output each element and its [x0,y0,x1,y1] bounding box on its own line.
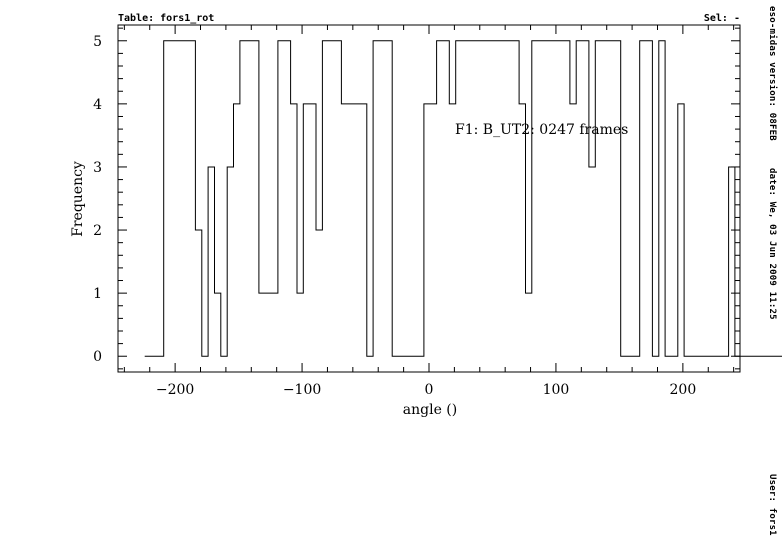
date-label: date: We, 03 Jun 2009 11:25 [767,168,777,320]
version-label: eso-midas version: 08FEB [767,6,777,141]
plot-frame [117,24,741,373]
x-tick-label: −100 [283,382,321,398]
y-tick-label: 1 [93,286,102,302]
x-axis-label: angle () [403,402,457,418]
x-tick-label: 0 [425,382,434,398]
selection-label: Sel: - [704,13,740,24]
histogram-line [144,40,782,357]
y-axis-label: Frequency [70,161,86,237]
x-tick-label: −200 [156,382,194,398]
table-label: Table: fors1_rot [118,13,214,24]
chart-annotation: F1: B_UT2: 0247 frames [455,122,628,138]
user-label: User: fors1 [767,474,777,536]
x-tick-label: 100 [543,382,570,398]
y-tick-labels: 0 1 2 3 4 5 [93,34,102,365]
y-tick-label: 3 [93,160,102,176]
x-tick-labels: −200 −100 0 100 200 [156,382,696,398]
sidebar-info: eso-midas version: 08FEB date: We, 03 Ju… [767,0,782,542]
y-tick-label: 2 [93,223,102,239]
y-tick-label: 4 [93,97,102,113]
y-tick-label: 5 [93,34,102,50]
y-tick-label: 0 [93,349,102,365]
axis-ticks [118,25,740,372]
x-tick-label: 200 [670,382,697,398]
